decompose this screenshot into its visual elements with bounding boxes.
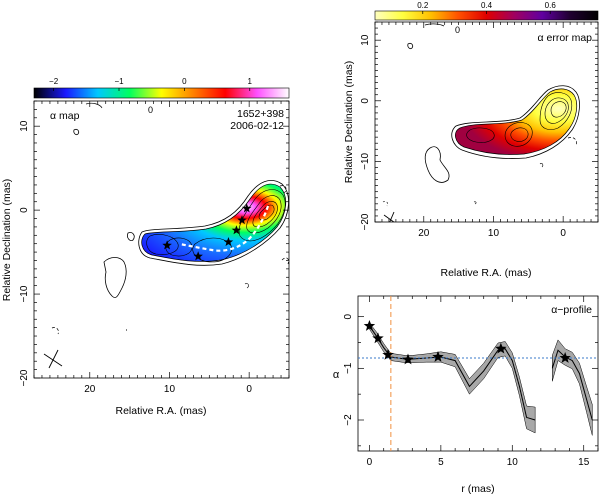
alpha-isolated-contour [103, 257, 127, 298]
alpha-map-emission [141, 183, 286, 262]
y-tick-label: −20 [360, 213, 371, 230]
alpha-outer-contour [138, 180, 289, 266]
profile-plot [358, 296, 598, 451]
error-colorbar-ticks: 0.2 0.4 0.6 [417, 1, 556, 14]
alpha-map-components [162, 203, 252, 261]
y-tick-label: 10 [19, 120, 30, 132]
profile-star [432, 350, 444, 362]
profile-star [495, 342, 507, 354]
x-tick-label: 20 [84, 384, 96, 395]
profile-line [369, 325, 536, 421]
y-tick-label: 0 [360, 98, 371, 104]
alpha-beam-marker [43, 349, 63, 369]
alpha-map-panel: −2 −1 0 1 0 [1, 77, 290, 417]
alpha-map-title: α map [50, 110, 80, 122]
profile-star [559, 352, 571, 363]
profile-y-tick-label: −2 [343, 414, 354, 426]
component-star [162, 240, 172, 250]
x-tick-label: 0 [246, 384, 252, 395]
y-tick-label: −10 [19, 285, 30, 302]
error-map-contours [466, 92, 573, 147]
alpha-map-date-label: 2006-02-12 [230, 120, 284, 132]
y-tick-label: −20 [19, 369, 30, 386]
alpha-map-ylabel: Relative Declination (mas) [1, 179, 13, 302]
colorbar-tick-label: 0.4 [481, 1, 493, 10]
component-star [242, 203, 252, 213]
component-star [223, 237, 234, 247]
profile-star [363, 319, 376, 331]
alpha-map-xlabel: Relative R.A. (mas) [115, 405, 206, 417]
y-tick-label: 10 [360, 34, 371, 46]
colorbar-tick-label: −2 [49, 77, 59, 86]
colorbar-tick-label: 0 [182, 77, 187, 86]
alpha-map-image [43, 102, 289, 369]
profile-axes: 0 5 10 15 0 −1 −2 [343, 296, 599, 468]
profile-x-tick-label: 10 [507, 457, 519, 468]
profile-x-tick-label: 5 [438, 457, 444, 468]
error-beam-marker [383, 211, 395, 222]
error-map-xlabel: Relative R.A. (mas) [440, 267, 531, 279]
profile-error-band [552, 339, 593, 436]
alpha-colorbar-contour-label: 0 [148, 105, 153, 115]
x-tick-label: 10 [164, 384, 176, 395]
profile-star [402, 353, 414, 365]
profile-x-tick-label: 0 [367, 457, 373, 468]
error-map-ylabel: Relative Declination (mas) [343, 61, 355, 184]
colorbar-tick-label: −1 [114, 77, 124, 86]
profile-star [382, 348, 394, 360]
profile-title: α−profile [551, 304, 592, 316]
profile-frame [357, 295, 599, 452]
colorbar-tick-label: 1 [248, 77, 253, 86]
alpha-error-panel: 0.2 0.4 0.6 0 2 [343, 1, 599, 279]
profile-y-tick-label: −1 [343, 362, 354, 374]
profile-x-tick-label: 15 [578, 457, 590, 468]
alpha-map-axes: 20 10 0 10 0 −10 −20 [19, 100, 290, 395]
y-tick-label: −10 [360, 152, 371, 169]
profile-star [372, 332, 384, 344]
profile-xlabel: r (mas) [461, 483, 494, 495]
profile-ylabel: α [333, 369, 340, 381]
profile-error-band [369, 322, 536, 434]
component-star [231, 225, 242, 235]
colorbar-tick-label: 0.2 [417, 1, 429, 10]
alpha-profile-panel: 0 5 10 15 0 −1 −2 α−profile r (mas) α [333, 295, 599, 495]
error-map-axes: 20 10 0 10 0 −10 −20 [360, 21, 599, 239]
y-tick-label: 0 [19, 207, 30, 213]
x-tick-label: 20 [418, 228, 430, 239]
component-star [193, 251, 203, 261]
alpha-colorbar [33, 87, 290, 99]
error-map-title: α error map [538, 32, 593, 44]
component-star [237, 215, 247, 225]
x-tick-label: 0 [560, 228, 566, 239]
x-tick-label: 10 [488, 228, 500, 239]
error-map-image [382, 23, 580, 222]
alpha-colorbar-ticks: −2 −1 0 1 [49, 77, 253, 91]
alpha-map-source-label: 1652+398 [237, 108, 284, 120]
error-outer-contour [451, 85, 580, 159]
colorbar-tick-label: 0.6 [545, 1, 557, 10]
profile-y-tick-label: 0 [343, 313, 354, 319]
profile-line [551, 349, 593, 421]
error-map-emission [455, 88, 578, 155]
error-colorbar-contour-label: 0 [455, 25, 460, 35]
